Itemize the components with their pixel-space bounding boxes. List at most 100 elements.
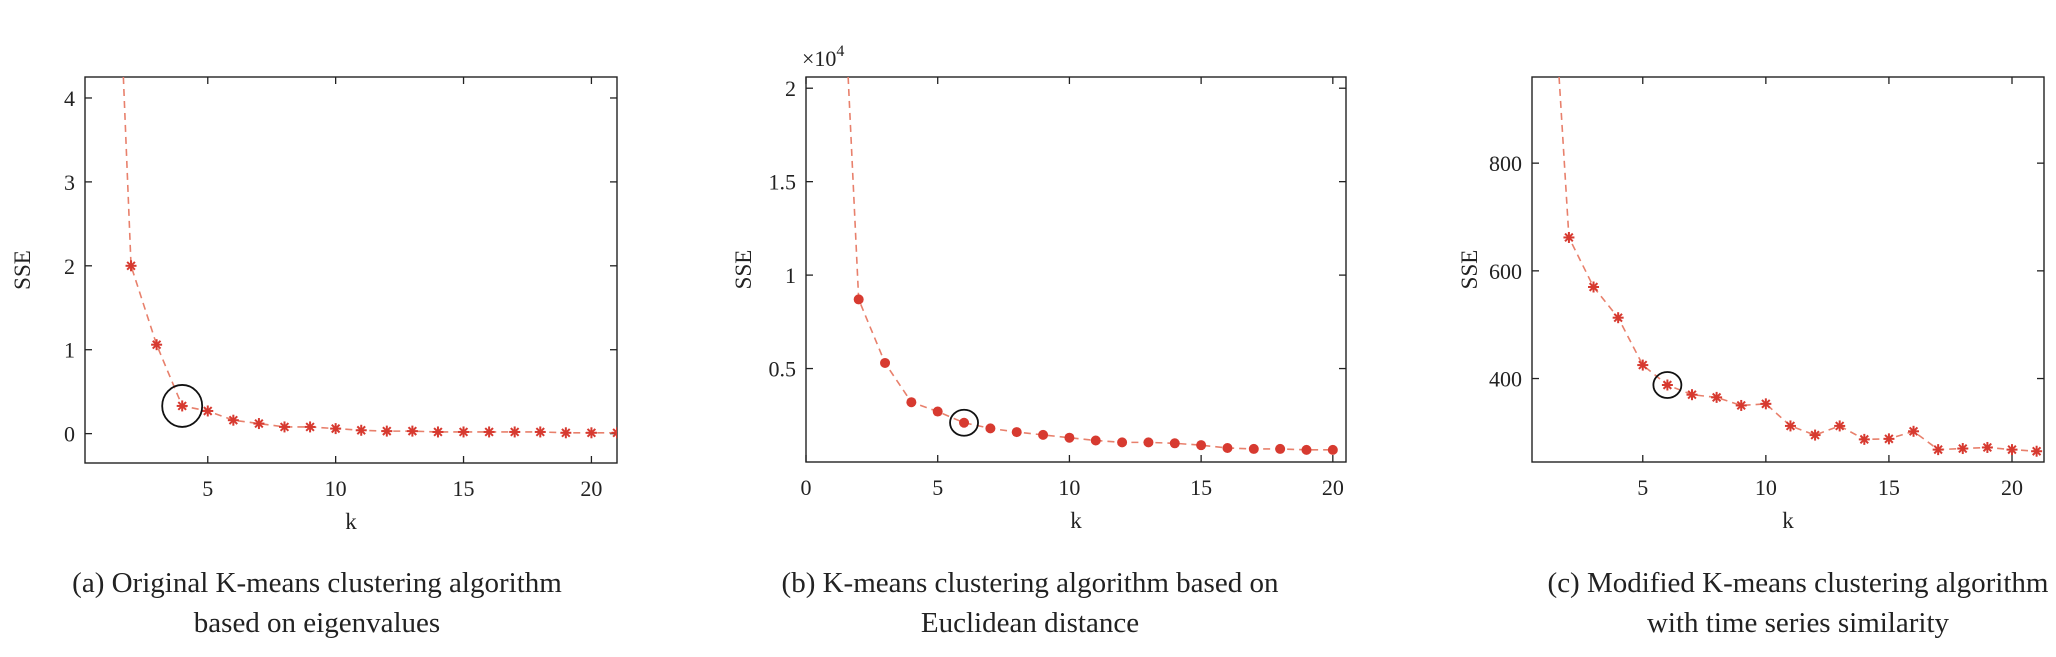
y-tick-label: 800 <box>1489 151 1522 176</box>
data-point <box>355 424 367 436</box>
data-point <box>406 425 418 437</box>
chart-panel-3: 5 10 15 20 400 600 800 k SSE (c) Modified K-means… <box>1457 76 2049 639</box>
data-point <box>1760 398 1772 410</box>
x-tick-label: 10 <box>325 476 347 501</box>
data-point <box>1612 312 1624 324</box>
data-point <box>1932 444 1944 456</box>
x-tick-label: 20 <box>580 476 602 501</box>
data-point <box>176 400 188 412</box>
data-point <box>1222 442 1233 453</box>
chart-panel-2: 0 5 10 15 20 0.5 1 1.5 2×104 k SSE (b) K-means clus… <box>731 43 1347 639</box>
data-point <box>1143 437 1154 448</box>
data-point <box>1011 427 1022 438</box>
data-point <box>1117 437 1128 448</box>
data-point <box>985 423 996 434</box>
x-tick-label: 20 <box>1322 475 1344 500</box>
y-tick-label: 2 <box>785 76 796 101</box>
data-point <box>906 397 917 408</box>
data-point <box>853 294 864 305</box>
panel-caption-line: with time series similarity <box>1647 607 1950 639</box>
exponent-base: ×10 <box>802 46 836 71</box>
data-point <box>1327 444 1338 455</box>
data-point <box>1038 429 1049 440</box>
x-tick-label: 5 <box>202 476 213 501</box>
data-point <box>1301 444 1312 455</box>
data-point <box>611 427 617 439</box>
data-point <box>381 425 393 437</box>
sse-curve <box>1558 77 2037 453</box>
sse-curve <box>122 77 617 434</box>
y-tick-label: 1.5 <box>769 170 797 195</box>
exponent-power: 4 <box>836 43 844 60</box>
y-axis-label: SSE <box>1457 250 1482 290</box>
data-point <box>1858 433 1870 445</box>
elbow-highlight-circle <box>161 384 204 428</box>
data-point <box>125 260 137 272</box>
data-point <box>560 427 572 439</box>
data-point <box>1169 438 1180 449</box>
data-point <box>1588 281 1600 293</box>
data-point <box>1834 420 1846 432</box>
data-point <box>279 421 290 433</box>
y-tick-label: 600 <box>1489 259 1522 284</box>
y-tick-label: 1 <box>64 338 75 363</box>
series-group <box>1558 77 2043 457</box>
data-point <box>483 426 495 438</box>
data-point <box>2031 445 2043 457</box>
panel-caption-line: Euclidean distance <box>921 607 1139 639</box>
data-point <box>2006 444 2018 456</box>
data-point <box>253 418 265 430</box>
x-tick-label: 15 <box>453 476 475 501</box>
plot-area-frame <box>1531 76 2045 463</box>
y-tick-label: 1 <box>785 263 796 288</box>
data-point <box>1908 425 1920 437</box>
x-tick-label: 0 <box>801 475 812 500</box>
y-axis-exponent: ×104 <box>802 43 844 71</box>
x-axis-label: k <box>345 509 357 534</box>
data-point <box>585 427 597 439</box>
x-tick-label: 15 <box>1878 475 1900 500</box>
panel-caption-line: (c) Modified K-means clustering algorith… <box>1548 567 2049 599</box>
data-point <box>1563 231 1575 243</box>
plot-area-frame <box>805 76 1347 463</box>
data-point <box>458 426 470 438</box>
data-point <box>1686 389 1698 401</box>
elbow-highlight-circle <box>1652 371 1683 399</box>
data-point <box>1735 399 1747 411</box>
x-tick-label: 20 <box>2001 475 2023 500</box>
data-point <box>959 417 970 428</box>
panel-caption-line: (b) K-means clustering algorithm based o… <box>782 567 1279 599</box>
sse-curve <box>847 77 1333 451</box>
data-point <box>330 423 342 435</box>
y-axis-label: SSE <box>10 250 35 290</box>
data-point <box>1275 443 1286 454</box>
data-point <box>1090 435 1101 446</box>
data-point <box>227 414 239 426</box>
data-point <box>534 426 546 438</box>
elbow-highlight-circle <box>949 408 979 437</box>
chart-panel-1: 5 10 15 20 0 1 2 3 4 k SSE (a) Original K-means clu… <box>10 76 618 639</box>
data-point <box>509 426 521 438</box>
data-point <box>1661 379 1673 391</box>
x-tick-label: 5 <box>1637 475 1648 500</box>
panel-caption-line: based on eigenvalues <box>194 607 440 639</box>
y-tick-label: 4 <box>64 86 75 111</box>
x-tick-label: 10 <box>1755 475 1777 500</box>
data-point <box>1248 443 1259 454</box>
data-point <box>880 357 891 368</box>
y-tick-label: 3 <box>64 170 75 195</box>
data-point <box>1809 429 1821 441</box>
data-point <box>151 339 163 351</box>
y-tick-label: 0.5 <box>769 357 797 382</box>
y-axis-label: SSE <box>731 250 756 290</box>
data-point <box>1064 432 1075 443</box>
data-point <box>1196 440 1207 451</box>
data-point <box>1957 443 1969 455</box>
data-point <box>1981 441 1993 453</box>
series-group <box>122 77 617 439</box>
data-point <box>304 421 316 433</box>
data-point <box>432 426 444 438</box>
x-axis-label: k <box>1070 508 1082 533</box>
series-group <box>847 77 1338 455</box>
